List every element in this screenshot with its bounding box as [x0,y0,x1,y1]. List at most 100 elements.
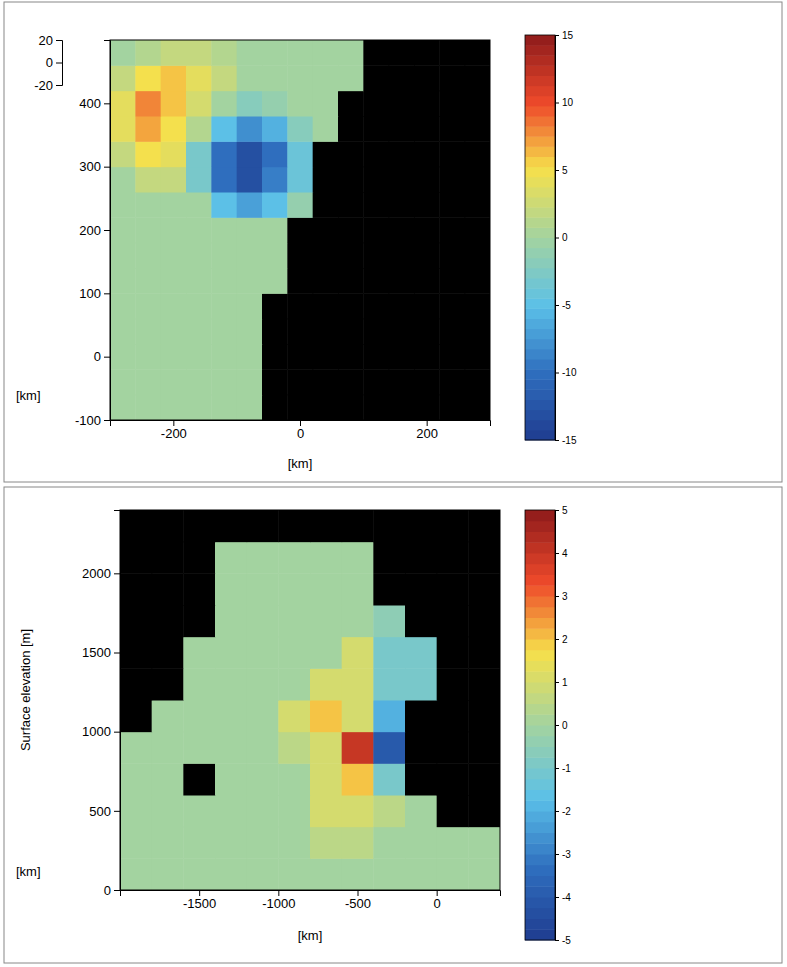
cell [373,668,405,700]
land-cell [465,116,490,142]
tick: -4 [555,892,571,903]
tick-mark [427,420,428,426]
tick-mark [555,854,559,855]
cell [135,243,161,269]
land-cell [414,40,440,66]
cell [310,858,342,890]
axis-line [111,421,491,427]
land-cell [465,217,490,243]
colorbar-step [525,671,555,682]
tick-mark [114,732,120,733]
cell [110,344,136,370]
x-axis-title: [km] [298,928,323,943]
cell [310,763,342,795]
cell [262,167,288,193]
cell [110,167,136,193]
land-cell [439,141,465,167]
cell [338,65,364,91]
z-axis-title: Surface elevation [m] [18,629,33,751]
colorbar-step [525,596,555,607]
cell [468,858,500,890]
land-cell [342,510,374,542]
tick-label: -4 [562,892,571,903]
land-cell [152,668,184,700]
colorbar-step [525,682,555,693]
land-cell [363,344,389,370]
cell [135,65,161,91]
tick: 1500 [82,645,120,660]
cell [215,795,247,827]
cell [110,369,136,395]
tick-label: 2 [562,634,568,645]
panel-frame [4,2,782,482]
tick-label: 20 [39,33,53,48]
cell [342,542,374,574]
cell [278,573,310,605]
land-cell [389,293,415,319]
tick-label: 0 [562,232,568,243]
cell [211,395,237,420]
cell [110,40,136,66]
cell [247,573,279,605]
tick-mark [555,238,559,239]
plot-frame [120,510,500,890]
cell [237,167,263,193]
cell [211,293,237,319]
colorbar-step [525,521,555,532]
land-cell [414,369,440,395]
land-cell [120,573,152,605]
cell [310,637,342,669]
cell [313,116,339,142]
cell [237,319,263,345]
land-cell [414,141,440,167]
cell [152,732,184,764]
tick-mark [114,653,120,654]
land-cell [405,605,437,637]
colorbar-step [525,650,555,661]
cell [186,91,212,117]
cell [237,65,263,91]
plot-area [120,510,500,890]
cell [211,40,237,66]
axis: -5-4-3-2-1012345 [555,505,571,946]
cell [135,319,161,345]
tick-mark [114,890,120,891]
land-cell [183,763,215,795]
colorbar-step [525,736,555,747]
cell [287,91,313,117]
cell [110,243,136,269]
tick-label: 3 [562,591,568,602]
cell [120,858,152,890]
tick: 100 [79,286,110,301]
colorbar-step [525,585,555,596]
cell [215,827,247,859]
cell [152,827,184,859]
cell [278,605,310,637]
colorbar: -5-4-3-2-1012345 [525,505,571,946]
cell [152,763,184,795]
cell [110,192,136,218]
cell [183,637,215,669]
colorbar-step [525,55,555,66]
land-cell [414,192,440,218]
cell [211,167,237,193]
land-cell [439,319,465,345]
tick: 15 [555,30,574,41]
land-cell [439,167,465,193]
land-cell [262,395,288,420]
cell [310,605,342,637]
land-cell [363,141,389,167]
cell [287,116,313,142]
land-cell [405,700,437,732]
tick-mark [555,940,559,941]
cell [278,827,310,859]
land-cell [414,243,440,269]
tick: -5 [555,300,571,311]
colorbar-step [525,897,555,908]
cell [135,40,161,66]
land-cell [468,637,500,669]
tick-mark [555,768,559,769]
cell [110,293,136,319]
tick-label: -3 [562,849,571,860]
tick: -1 [555,763,571,774]
